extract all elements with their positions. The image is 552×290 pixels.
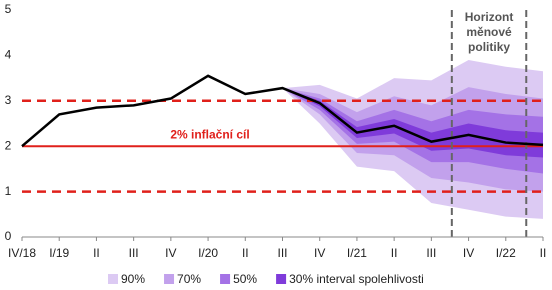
y-tick-label: 2 bbox=[5, 138, 12, 152]
x-tick-label: I/20 bbox=[198, 246, 218, 260]
confidence-band bbox=[282, 88, 543, 158]
x-tick-label: IV bbox=[314, 246, 325, 260]
x-tick-label: II bbox=[242, 246, 249, 260]
horizon-label: měnové bbox=[466, 25, 512, 39]
x-tick-label: III bbox=[129, 246, 139, 260]
y-tick-label: 1 bbox=[5, 184, 12, 198]
x-tick-label: IV bbox=[463, 246, 474, 260]
legend-swatch bbox=[220, 274, 231, 284]
inflation-line bbox=[21, 74, 544, 148]
y-tick-label: 0 bbox=[5, 229, 12, 243]
x-tick-label: III bbox=[426, 246, 436, 260]
x-tick-label: II bbox=[391, 246, 398, 260]
target-label: 2% inflační cíl bbox=[170, 127, 249, 141]
x-tick-label: I/21 bbox=[347, 246, 367, 260]
x-tick-label: III bbox=[277, 246, 287, 260]
x-tick-label: IV/18 bbox=[8, 246, 36, 260]
x-tick-label: II bbox=[540, 246, 547, 260]
x-tick-label: I/22 bbox=[496, 246, 516, 260]
legend-label: 50% bbox=[233, 272, 257, 286]
legend-swatch bbox=[164, 274, 175, 284]
legend-swatch bbox=[108, 274, 118, 284]
legend-swatch bbox=[276, 274, 287, 284]
y-tick-label: 5 bbox=[5, 2, 12, 16]
legend-label: 90% bbox=[121, 272, 145, 286]
x-tick-label: II bbox=[93, 246, 100, 260]
y-tick-label: 3 bbox=[5, 93, 12, 107]
x-tick-label: IV bbox=[165, 246, 176, 260]
legend-label: 30% interval spolehlivosti bbox=[289, 272, 424, 286]
horizon-label: Horizont bbox=[465, 10, 514, 24]
x-tick-label: I/19 bbox=[49, 246, 69, 260]
legend-label: 70% bbox=[177, 272, 201, 286]
y-tick-label: 4 bbox=[5, 48, 12, 62]
horizon-label: politiky bbox=[468, 40, 510, 54]
